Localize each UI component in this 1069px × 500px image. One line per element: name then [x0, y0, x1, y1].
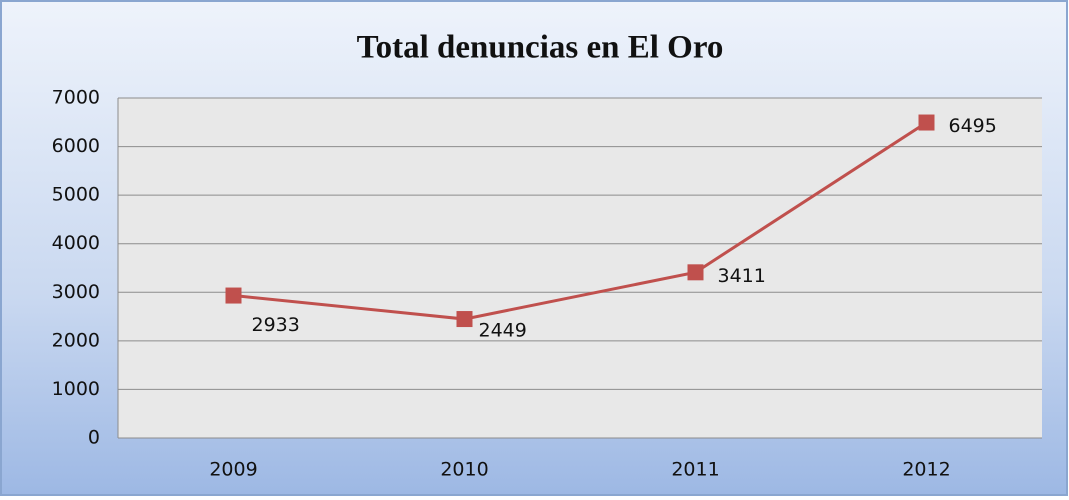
data-label: 6495 — [949, 115, 997, 137]
data-label: 2449 — [479, 320, 527, 342]
data-point — [225, 287, 242, 304]
data-label: 3411 — [718, 265, 766, 287]
x-tick-label: 2011 — [671, 459, 719, 481]
y-tick-label: 3000 — [52, 281, 100, 303]
y-tick-label: 7000 — [52, 87, 100, 109]
y-tick-label: 0 — [88, 427, 100, 449]
chart-title: Total denuncias en El Oro — [357, 30, 724, 66]
y-tick-label: 4000 — [52, 232, 100, 254]
data-point — [456, 311, 473, 328]
x-tick-label: 2009 — [209, 459, 257, 481]
y-tick-label: 2000 — [52, 329, 100, 351]
y-tick-label: 6000 — [52, 135, 100, 157]
x-tick-label: 2010 — [440, 459, 488, 481]
data-point — [918, 114, 935, 131]
y-tick-label: 1000 — [52, 378, 100, 400]
x-tick-label: 2012 — [902, 459, 950, 481]
data-line — [233, 121, 928, 321]
data-point — [687, 264, 704, 281]
data-label: 2933 — [252, 314, 300, 336]
y-tick-label: 5000 — [52, 184, 100, 206]
plot-area — [118, 98, 1042, 438]
